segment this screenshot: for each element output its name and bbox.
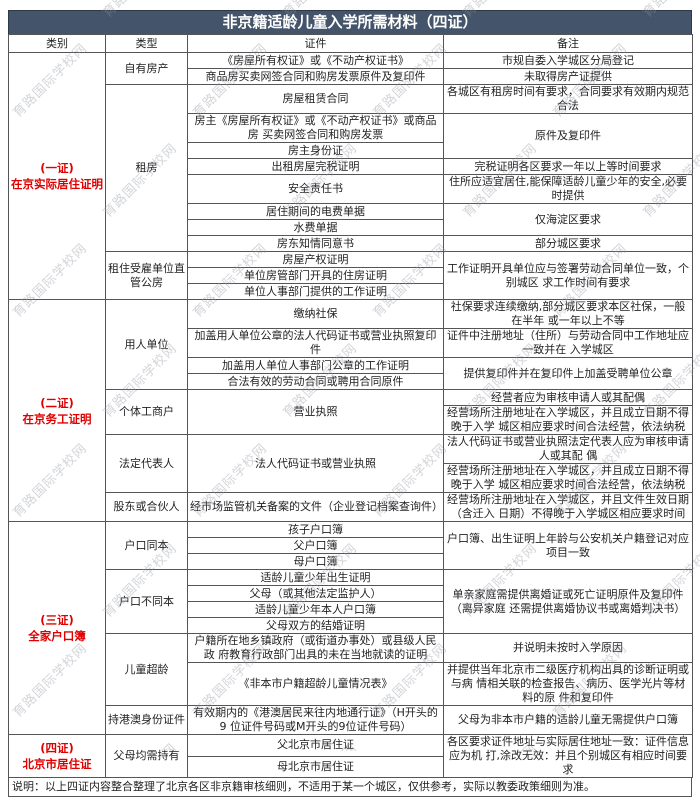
- note-cell: 社保要求连续缴纳,部分城区要求本区社保，一般在半年 或一年以上不等: [444, 300, 693, 329]
- note-cell: 父母为非本市户籍的适龄儿童无需提供户口簿: [444, 706, 693, 735]
- cert-cell: 缴纳社保: [188, 300, 444, 329]
- note-cell: 完税证明各区要求一年以上等时间要求: [444, 159, 693, 175]
- note-cell: 市规自委入学城区分局登记: [444, 53, 693, 69]
- table-row: 法定代表人法人代码证书或营业执照法人代码证书或营业执照法定代表人应为审核申请人或…: [9, 435, 693, 464]
- cert-cell: 户籍所在地乡镇政府（或街道办事处）或县级人民政 府教育行政部门出具的未在当地就读…: [188, 634, 444, 663]
- type-cell: 户口同本: [106, 522, 188, 570]
- note-cell: 经营场所注册地址在入学城区，并且文件生效日期（含迁入 日期）不得晚于入学城区相应…: [444, 493, 693, 522]
- type-cell: 个体工商户: [106, 390, 188, 435]
- table-row: 租住受雇单位直管公房房屋产权证明工作证明开具单位应与签署劳动合同单位一致，个别城…: [9, 252, 693, 268]
- table-row: (一证) 在京实际居住证明自有房产《房屋所有权证》或《不动产权证书》市规自委入学…: [9, 53, 693, 69]
- note-cell: 单亲家庭需提供离婚证或死亡证明原件及复印件（离异家庭 还需提供离婚协议书或离婚判…: [444, 570, 693, 634]
- cert-cell: 有效期内的《港澳居民来往内地通行证》（H开头的9 位证件号码或M开头的9位证件号…: [188, 706, 444, 735]
- category-cell: (一证) 在京实际居住证明: [9, 53, 106, 300]
- note-cell: 证件中注册地址（住所）与劳动合同中工作地址应一致并在 入学城区: [444, 329, 693, 358]
- note-cell: 各城区有租房时间有要求，合同要求有效期内规范合法: [444, 85, 693, 114]
- table-row: (四证) 北京市居住证父母均需持有父北京市居住证各区要求证件地址与实际居住地址一…: [9, 735, 693, 757]
- cert-cell: 合法有效的劳动合同或聘用合同原件: [188, 374, 444, 390]
- cert-cell: 母户口簿: [188, 554, 444, 570]
- note-cell: 法人代码证书或营业执照法定代表人应为审核申请人或其配 偶: [444, 435, 693, 464]
- cert-cell: 加盖用人单位人事部门公章的工作证明: [188, 358, 444, 374]
- note-cell: 未取得房产证提供: [444, 69, 693, 85]
- column-header-type: 类型: [106, 35, 188, 53]
- category-cell: (二证) 在京务工证明: [9, 300, 106, 522]
- table-row: 个体工商户营业执照经营者应为审核申请人或其配偶: [9, 390, 693, 406]
- cert-cell: 母北京市居住证: [188, 756, 444, 778]
- document-page: 非京籍适龄儿童入学所需材料（四证） 类别 类型 证件 备注 (一证) 在京实际居…: [8, 10, 692, 797]
- table-row: 持港澳身份证件有效期内的《港澳居民来往内地通行证》（H开头的9 位证件号码或M开…: [9, 706, 693, 735]
- footer-note: 说明：以上四证内容整合整理了北京各区非京籍审核细则，不适用于某一个城区，仅供参考…: [8, 778, 692, 797]
- cert-cell: 父母（或其他法定监护人）: [188, 586, 444, 602]
- cert-cell: 营业执照: [188, 390, 444, 435]
- note-cell: 住所应适宜居住,能保障适龄儿童少年的安全,必要时提供: [444, 175, 693, 204]
- requirements-table: 类别 类型 证件 备注 (一证) 在京实际居住证明自有房产《房屋所有权证》或《不…: [8, 34, 693, 778]
- cert-cell: 房主身份证: [188, 143, 444, 159]
- note-cell: 经营者应为审核申请人或其配偶: [444, 390, 693, 406]
- header-row: 类别 类型 证件 备注: [9, 35, 693, 53]
- note-cell: 经营场所注册地址在入学城区，并且成立日期不得晚于入学 城区相应要求时间合法经营，…: [444, 406, 693, 435]
- cert-cell: 商品房买卖网签合同和购房发票原件及复印件: [188, 69, 444, 85]
- cert-cell: 房屋产权证明: [188, 252, 444, 268]
- cert-cell: 法人代码证书或营业执照: [188, 435, 444, 493]
- cert-cell: 安全责任书: [188, 175, 444, 204]
- note-cell: 并提供当年北京市二级医疗机构出具的诊断证明或与病 情相关联的检查报告、病历、医学…: [444, 663, 693, 706]
- table-title: 非京籍适龄儿童入学所需材料（四证）: [8, 10, 692, 35]
- column-header-certificate: 证件: [188, 35, 444, 53]
- category-cell: (三证) 全家户口簿: [9, 522, 106, 735]
- type-cell: 租住受雇单位直管公房: [106, 252, 188, 300]
- cert-cell: 父北京市居住证: [188, 735, 444, 757]
- table-row: 租房房屋租赁合同各城区有租房时间有要求，合同要求有效期内规范合法: [9, 85, 693, 114]
- cert-cell: 房东知情同意书: [188, 236, 444, 252]
- type-cell: 持港澳身份证件: [106, 706, 188, 735]
- type-cell: 租房: [106, 85, 188, 252]
- cert-cell: 父母双方的结婚证明: [188, 618, 444, 634]
- cert-cell: 孩子户口簿: [188, 522, 444, 538]
- table-row: 股东或合伙人经市场监管机关备案的文件（企业登记档案查询件）经营场所注册地址在入学…: [9, 493, 693, 522]
- cert-cell: 父户口簿: [188, 538, 444, 554]
- note-cell: 仅海淀区要求: [444, 204, 693, 236]
- cert-cell: 房主《房屋所有权证》或《不动产权证书》或商品房 买卖网签合同和购房发票: [188, 114, 444, 143]
- type-cell: 父母均需持有: [106, 735, 188, 778]
- cert-cell: 单位人事部门提供的工作证明: [188, 284, 444, 300]
- type-cell: 用人单位: [106, 300, 188, 390]
- note-cell: 原件及复印件: [444, 114, 693, 159]
- cert-cell: 加盖用人单位公章的法人代码证书或营业执照复印件: [188, 329, 444, 358]
- cert-cell: 经市场监管机关备案的文件（企业登记档案查询件）: [188, 493, 444, 522]
- type-cell: 儿童超龄: [106, 634, 188, 706]
- cert-cell: 单位房管部门开具的住房证明: [188, 268, 444, 284]
- table-row: 儿童超龄户籍所在地乡镇政府（或街道办事处）或县级人民政 府教育行政部门出具的未在…: [9, 634, 693, 663]
- table-row: 户口不同本适龄儿童少年出生证明单亲家庭需提供离婚证或死亡证明原件及复印件（离异家…: [9, 570, 693, 586]
- cert-cell: 居住期间的电费单据: [188, 204, 444, 220]
- column-header-category: 类别: [9, 35, 106, 53]
- cert-cell: 《非本市户籍超龄儿童情况表》: [188, 663, 444, 706]
- category-cell: (四证) 北京市居住证: [9, 735, 106, 778]
- column-header-remark: 备注: [444, 35, 693, 53]
- table-row: (三证) 全家户口簿户口同本孩子户口簿户口簿、出生证明上年龄与公安机关户籍登记对…: [9, 522, 693, 538]
- cert-cell: 适龄儿童少年出生证明: [188, 570, 444, 586]
- cert-cell: 房屋租赁合同: [188, 85, 444, 114]
- note-cell: 部分城区要求: [444, 236, 693, 252]
- note-cell: 经营场所注册地址在入学城区，并且成立日期不得晚于入学 城区相应要求时间合法经营，…: [444, 464, 693, 493]
- note-cell: 提供复印件并在复印件上加盖受聘单位公章: [444, 358, 693, 390]
- note-cell: 并说明未按时入学原因: [444, 634, 693, 663]
- type-cell: 自有房产: [106, 53, 188, 85]
- note-cell: 工作证明开具单位应与签署劳动合同单位一致，个别城区 求工作时间有要求: [444, 252, 693, 300]
- table-row: (二证) 在京务工证明用人单位缴纳社保社保要求连续缴纳,部分城区要求本区社保，一…: [9, 300, 693, 329]
- note-cell: 各区要求证件地址与实际居住地址一致：证件信息应为机 打,涂改无效：并且个别城区有…: [444, 735, 693, 778]
- note-cell: 户口簿、出生证明上年龄与公安机关户籍登记对应项目一致: [444, 522, 693, 570]
- type-cell: 户口不同本: [106, 570, 188, 634]
- cert-cell: 水费单据: [188, 220, 444, 236]
- type-cell: 股东或合伙人: [106, 493, 188, 522]
- type-cell: 法定代表人: [106, 435, 188, 493]
- cert-cell: 适龄儿童少年本人户口簿: [188, 602, 444, 618]
- cert-cell: 出租房屋完税证明: [188, 159, 444, 175]
- cert-cell: 《房屋所有权证》或《不动产权证书》: [188, 53, 444, 69]
